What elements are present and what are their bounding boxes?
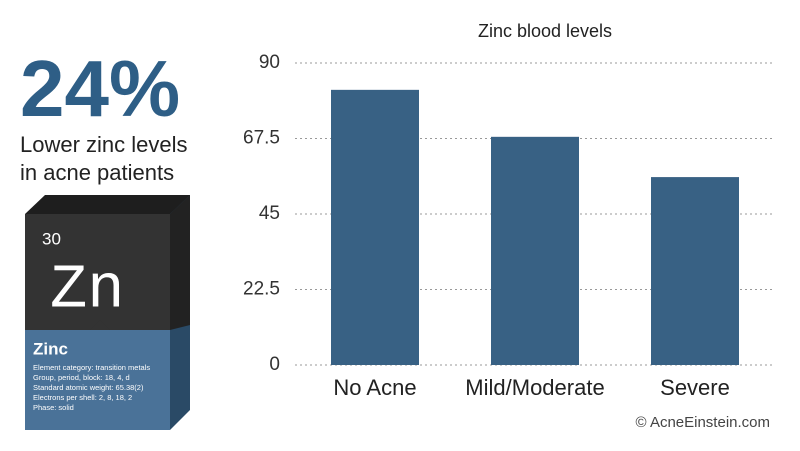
element-detail: Electrons per shell: 2, 8, 18, 2	[33, 393, 132, 402]
y-tick-label: 22.5	[243, 279, 280, 300]
headline-line: Lower zinc levels	[20, 132, 188, 157]
bar	[491, 136, 579, 365]
headline-stat: 24%	[20, 44, 180, 133]
bar	[331, 89, 419, 365]
y-tick-label: 0	[269, 354, 280, 375]
bar	[651, 177, 739, 365]
box-front-bottom	[25, 330, 170, 430]
x-tick-label: Mild/Moderate	[465, 375, 604, 400]
y-tick-label: 67.5	[243, 128, 280, 149]
x-tick-label: Severe	[660, 375, 730, 400]
element-box	[25, 195, 190, 430]
element-detail: Group, period, block: 18, 4, d	[33, 373, 130, 382]
chart-title: Zinc blood levels	[478, 21, 612, 41]
x-tick-label: No Acne	[333, 375, 416, 400]
element-detail: Element category: transition metals	[33, 363, 150, 372]
box-front-top	[25, 214, 170, 330]
element-symbol: Zn	[50, 254, 124, 325]
box-side-top	[170, 195, 190, 330]
element-name: Zinc	[33, 339, 68, 358]
y-tick-label: 90	[259, 52, 280, 73]
element-detail: Standard atomic weight: 65.38(2)	[33, 383, 144, 392]
element-number: 30	[42, 229, 61, 248]
y-tick-label: 45	[259, 203, 280, 224]
headline-line: in acne patients	[20, 160, 174, 185]
box-notch	[90, 320, 110, 330]
credit: © AcneEinstein.com	[636, 414, 770, 431]
element-detail: Phase: solid	[33, 403, 74, 412]
